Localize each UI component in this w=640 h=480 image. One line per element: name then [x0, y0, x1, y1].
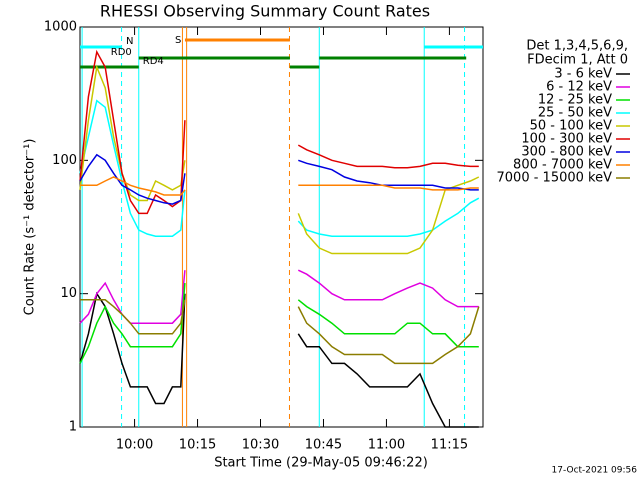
series-line	[79, 291, 479, 428]
legend-label: 800 - 7000 keV	[513, 158, 612, 173]
legend-label: 12 - 25 keV	[538, 93, 612, 108]
y-tick-label: 10	[60, 286, 77, 301]
y-tick-label: 1	[69, 420, 77, 435]
footer: 17-Oct-2021 09:56	[552, 466, 638, 476]
x-tick-label: 11:00	[368, 438, 405, 453]
legend-label: 3 - 6 keV	[554, 67, 612, 82]
x-tick-label: 11:15	[431, 438, 468, 453]
y-axis-label: Count Rate (s⁻¹ detector⁻¹)	[23, 139, 38, 316]
legend-label: 50 - 100 keV	[530, 119, 613, 134]
series-line	[79, 283, 479, 364]
legend-label: 6 - 12 keV	[546, 80, 612, 95]
x-tick-label: 10:00	[116, 438, 153, 453]
y-tick-label: 1000	[44, 20, 77, 35]
y-tick-label: 100	[52, 153, 77, 168]
x-tick-label: 10:30	[242, 438, 279, 453]
flag-label: N	[126, 36, 133, 47]
legend-label: 25 - 50 keV	[538, 106, 612, 121]
series-line	[80, 299, 480, 365]
series-line	[79, 99, 480, 237]
series-line	[79, 153, 479, 205]
legend-label: 100 - 300 keV	[521, 132, 612, 147]
x-tick-label: 10:15	[179, 438, 216, 453]
legend-title: Det 1,3,4,5,6,9,	[526, 39, 628, 54]
chart-title: RHESSI Observing Summary Count Rates	[100, 2, 430, 21]
x-axis-label: Start Time (29-May-05 09:46:22)	[214, 456, 428, 471]
flag-label: RD4	[143, 56, 164, 67]
legend-label: 7000 - 15000 keV	[497, 171, 613, 186]
series-line	[79, 269, 479, 324]
series-line	[80, 176, 479, 196]
flag-label: S	[175, 35, 181, 46]
series-line	[79, 64, 480, 255]
plot-frame	[79, 26, 484, 428]
flag-label: RD0	[111, 47, 132, 58]
legend-title: FDecim 1, Att 0	[527, 53, 628, 68]
legend-label: 300 - 800 keV	[521, 145, 612, 160]
x-tick-label: 10:45	[305, 438, 342, 453]
series-line	[79, 49, 479, 215]
